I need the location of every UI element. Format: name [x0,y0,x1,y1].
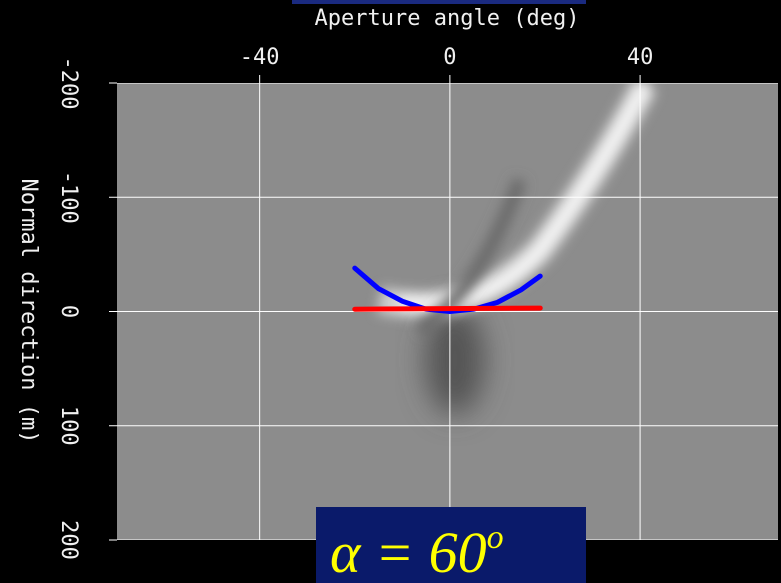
y-tick-label: 200 [56,520,81,560]
y-tick-label: -200 [56,57,81,110]
y-tick-label: -100 [56,171,81,224]
page: Aperture angle (deg) Normal direction (m… [0,0,781,583]
y-tick-label: 100 [56,406,81,446]
y-tick-label: 0 [56,305,81,318]
y-axis-label: Normal direction (m) [16,179,41,444]
x-tick-label: 40 [627,45,654,70]
annotation: α = 60o [330,519,504,583]
annotation-superscript: o [487,519,504,556]
x-axis-label: Aperture angle (deg) [315,6,580,31]
chart: Aperture angle (deg) Normal direction (m… [0,0,781,583]
curve [355,308,540,309]
top-box [292,0,586,4]
x-tick-label: 0 [443,45,456,70]
annotation-text: α = 60 [330,520,487,583]
x-tick-label: -40 [240,45,280,70]
